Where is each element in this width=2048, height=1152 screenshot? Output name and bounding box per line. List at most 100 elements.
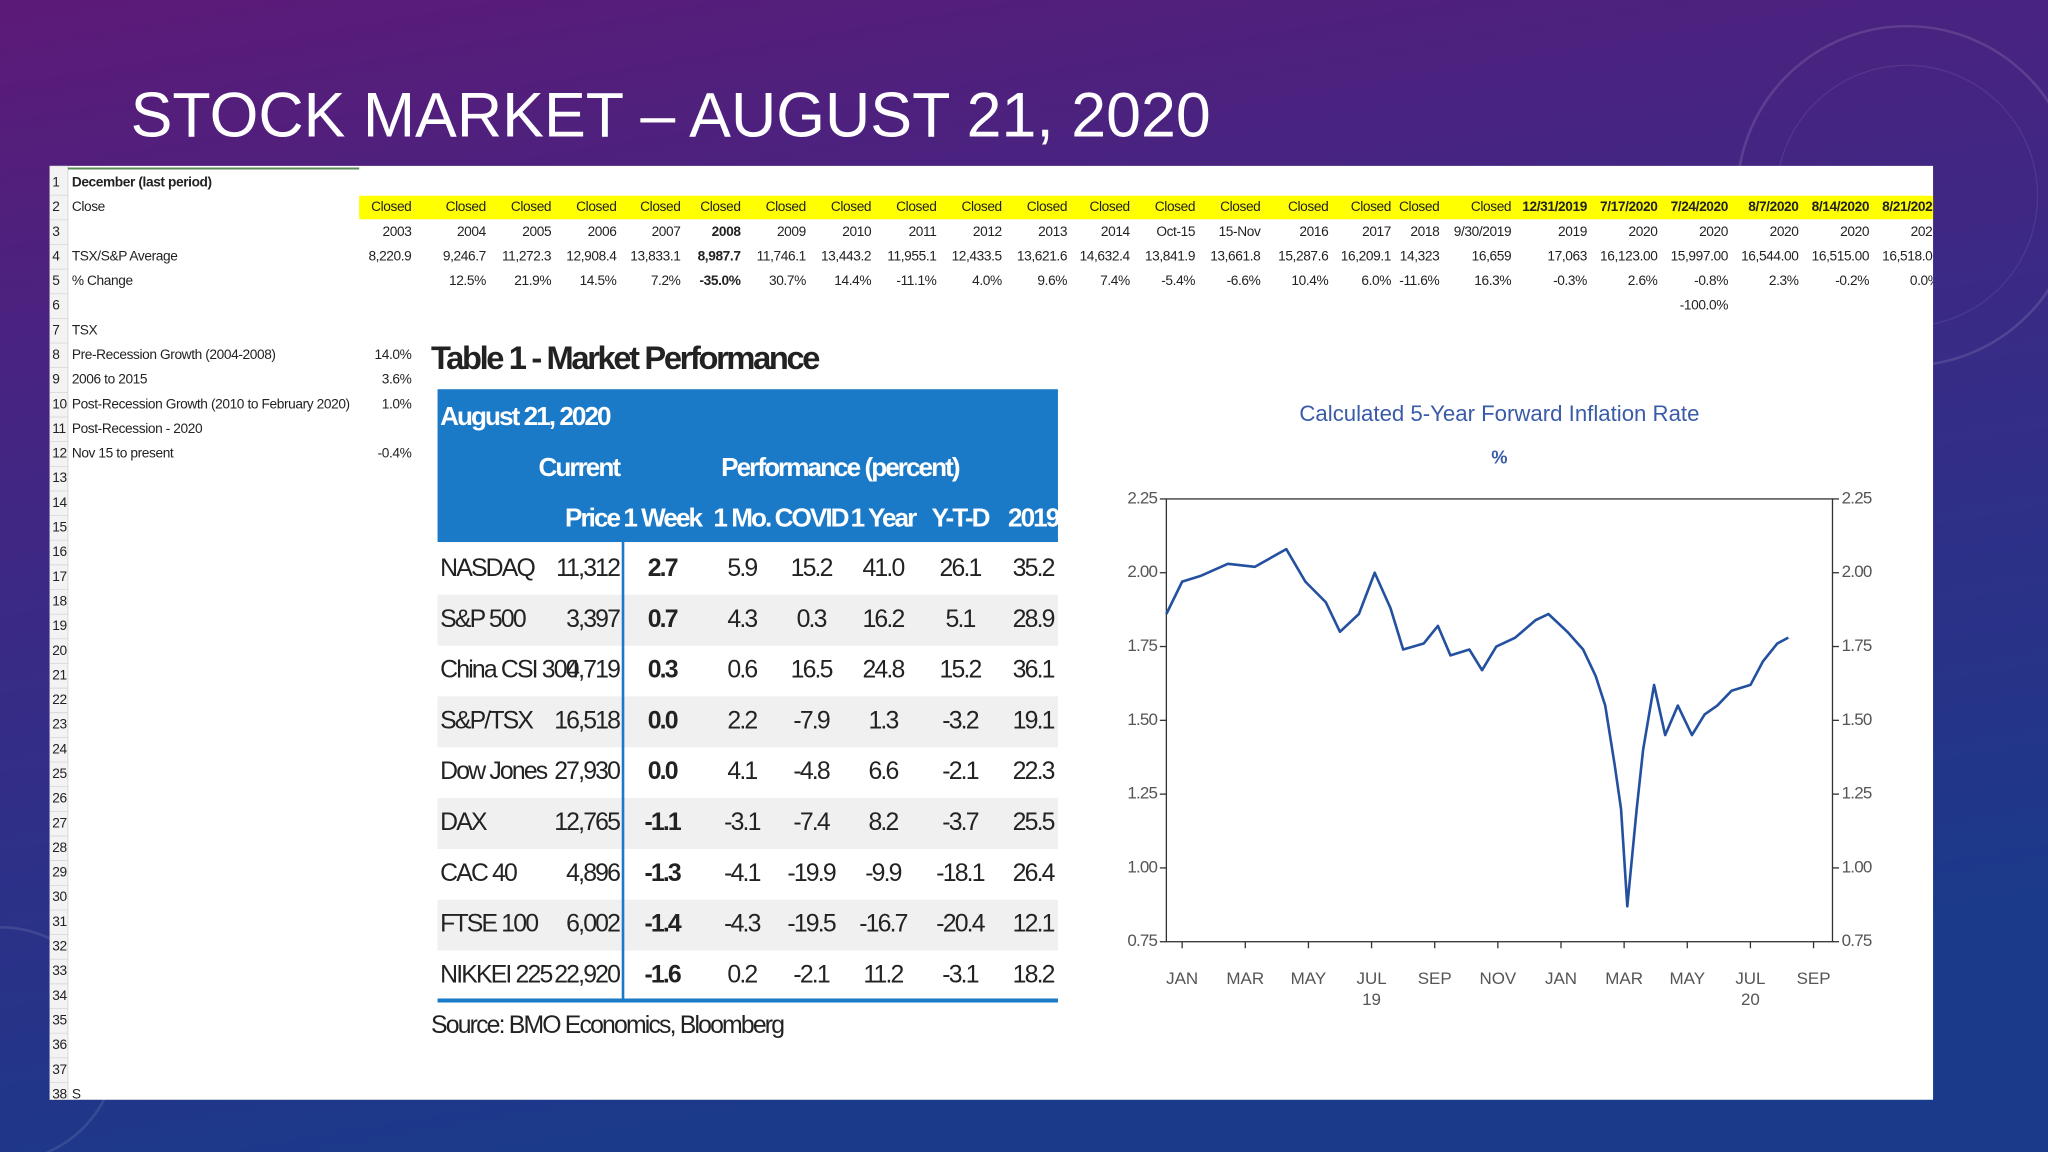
- table-source: Source: BMO Economics, Bloomberg: [431, 1012, 784, 1039]
- y2-tick-label: 1.25: [1842, 784, 1872, 803]
- cell: 17,063: [1547, 248, 1587, 263]
- performance-value: -4.8: [793, 758, 829, 785]
- performance-value: 0.7: [648, 606, 678, 633]
- cell: Closed: [1155, 199, 1195, 214]
- cell: 16,209.1: [1341, 248, 1391, 263]
- cell: 16,544.00: [1741, 248, 1799, 263]
- performance-value: -16.7: [859, 911, 907, 938]
- performance-table: Table 1 - Market Performance August 21, 2…: [424, 333, 1072, 1058]
- cell: 8,987.7: [698, 248, 742, 263]
- cell: -0.2%: [1835, 273, 1869, 288]
- cell: Closed: [1399, 199, 1439, 214]
- cell: 30.7%: [769, 273, 806, 288]
- cell: 2014: [1101, 224, 1131, 239]
- row-number: 37: [52, 1062, 66, 1077]
- cell: 14,323: [1400, 248, 1440, 263]
- x-tick-label: MAR: [1605, 969, 1643, 988]
- y2-tick-label: 1.50: [1842, 710, 1872, 729]
- performance-value: -1.4: [644, 911, 681, 938]
- row-number: 33: [52, 963, 67, 978]
- cell: 15,997.00: [1671, 248, 1729, 263]
- performance-value: 28.9: [1013, 606, 1055, 633]
- row-name: S&P/TSX: [440, 707, 534, 734]
- cell: 1.0%: [382, 396, 412, 411]
- y-tick-label: 1.25: [1127, 784, 1157, 803]
- row-number: 15: [52, 520, 67, 535]
- performance-value: 0.3: [648, 657, 678, 684]
- performance-value: 15.2: [940, 657, 982, 684]
- y-tick-label: 1.00: [1127, 857, 1157, 876]
- cell: 9,246.7: [443, 248, 486, 263]
- row-label: Pre-Recession Growth (2004-2008): [72, 347, 276, 362]
- column-header: COVID: [775, 503, 849, 533]
- row-number: 14: [52, 495, 67, 510]
- row-number: 35: [52, 1012, 67, 1027]
- cell: 2007: [652, 224, 681, 239]
- row-number: 20: [52, 643, 67, 658]
- cell: -11.6%: [1399, 273, 1439, 288]
- cell: 0.0%: [1910, 273, 1940, 288]
- x-tick-label: NOV: [1479, 969, 1516, 988]
- y-tick-label: 1.50: [1127, 710, 1157, 729]
- cell: 14,632.4: [1080, 248, 1131, 263]
- column-header: Price: [565, 503, 621, 533]
- performance-value: 0.0: [648, 758, 678, 785]
- performance-value: 35.2: [1013, 555, 1055, 582]
- row-number: 9: [52, 372, 59, 387]
- cell: 7/17/2020: [1600, 199, 1658, 214]
- cell: Closed: [371, 199, 411, 214]
- performance-value: 15.2: [791, 555, 833, 582]
- row-number: 22: [52, 692, 66, 707]
- cell: Closed: [1220, 199, 1260, 214]
- row-number: 5: [52, 273, 60, 288]
- y2-tick-label: 1.75: [1842, 636, 1872, 655]
- row-number: 19: [52, 618, 66, 633]
- cell: 13,443.2: [821, 248, 871, 263]
- cell: 2012: [973, 224, 1002, 239]
- x-tick-label: MAR: [1226, 969, 1264, 988]
- performance-value: 0.0: [648, 707, 678, 734]
- y-tick-label: 2.00: [1127, 562, 1157, 581]
- cell: -0.8%: [1694, 273, 1728, 288]
- cell: 12.5%: [449, 273, 486, 288]
- performance-value: 36.1: [1013, 657, 1055, 684]
- x-tick-label: MAY: [1291, 969, 1327, 988]
- performance-value: -1.6: [644, 961, 680, 988]
- cell: 11,272.3: [502, 248, 552, 263]
- performance-value: 4.3: [727, 606, 757, 633]
- price: 22,920: [554, 961, 620, 988]
- cell: 2008: [712, 224, 742, 239]
- performance-value: 25.5: [1013, 809, 1055, 836]
- price: 27,930: [554, 758, 620, 785]
- row-number: 8: [52, 347, 60, 362]
- year-label: 20: [1741, 990, 1760, 1009]
- performance-value: 12.1: [1013, 911, 1055, 938]
- cell: 2006: [588, 224, 618, 239]
- cell: 12/31/2019: [1522, 199, 1587, 214]
- cell: Oct-15: [1156, 224, 1196, 239]
- row-number: 13: [52, 470, 67, 485]
- table-header: [437, 389, 1058, 543]
- price: 4,719: [566, 657, 620, 684]
- row-number: 34: [52, 988, 67, 1003]
- cell: 2.3%: [1769, 273, 1799, 288]
- row-number: 25: [52, 766, 67, 781]
- performance-value: 11.2: [863, 961, 903, 988]
- row-number: 18: [52, 593, 67, 608]
- y-tick-label: 0.75: [1127, 931, 1157, 950]
- year-label: 19: [1362, 990, 1381, 1009]
- chart-subtitle: %: [1491, 446, 1507, 467]
- cell: 14.4%: [834, 273, 871, 288]
- performance-value: -1.3: [644, 860, 680, 887]
- row-number: 23: [52, 717, 67, 732]
- row-number: 30: [52, 889, 67, 904]
- cell: 3.6%: [382, 372, 412, 387]
- performance-value: -9.9: [865, 860, 901, 887]
- row-label: Nov 15 to present: [72, 446, 174, 461]
- column-header: 1 Week: [623, 503, 703, 533]
- cell: 2004: [457, 224, 487, 239]
- cell: 8/14/2020: [1812, 199, 1870, 214]
- x-tick-label: JAN: [1545, 969, 1577, 988]
- cell: 15-Nov: [1219, 224, 1261, 239]
- row-name: Dow Jones: [440, 758, 548, 785]
